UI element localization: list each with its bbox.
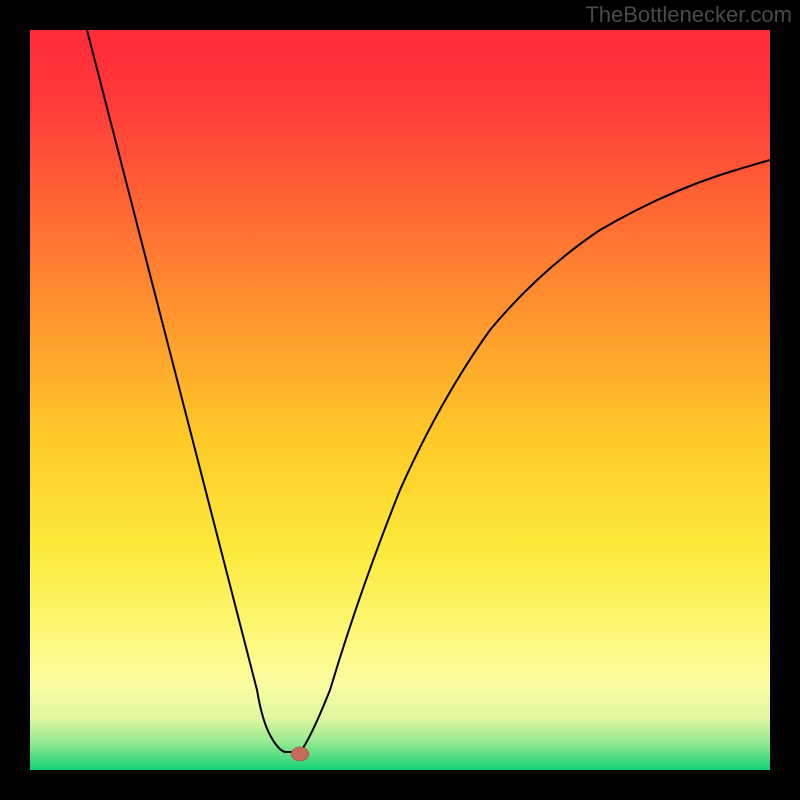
watermark-text: TheBottlenecker.com — [585, 2, 792, 28]
chart-svg — [0, 0, 800, 800]
plot-background — [30, 30, 770, 770]
bottleneck-chart: TheBottlenecker.com — [0, 0, 800, 800]
optimal-point-marker — [291, 747, 309, 761]
